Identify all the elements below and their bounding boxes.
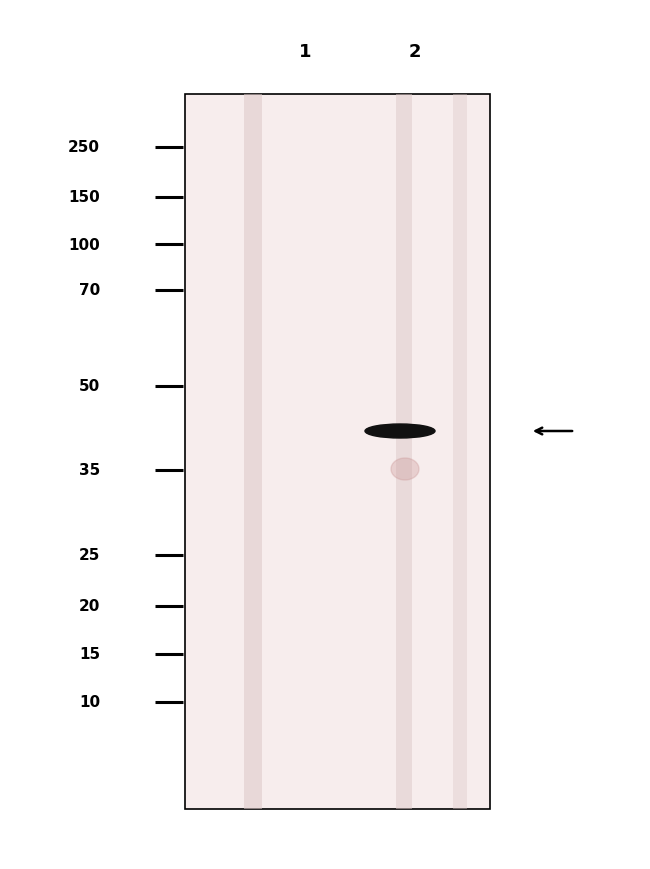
Bar: [244, 95, 262, 809]
Text: 50: 50: [79, 379, 100, 394]
Text: 150: 150: [68, 190, 100, 205]
Text: 250: 250: [68, 140, 100, 156]
Bar: [185, 95, 490, 809]
Text: 15: 15: [79, 647, 100, 661]
Bar: [396, 95, 412, 809]
Text: 1: 1: [299, 43, 311, 61]
Text: 100: 100: [68, 237, 100, 252]
Text: 25: 25: [79, 547, 100, 563]
Text: 2: 2: [409, 43, 421, 61]
Ellipse shape: [365, 425, 435, 439]
Text: 70: 70: [79, 283, 100, 298]
Text: 35: 35: [79, 463, 100, 478]
Text: 20: 20: [79, 599, 100, 614]
Bar: [453, 95, 467, 809]
Ellipse shape: [391, 459, 419, 481]
Text: 10: 10: [79, 694, 100, 710]
